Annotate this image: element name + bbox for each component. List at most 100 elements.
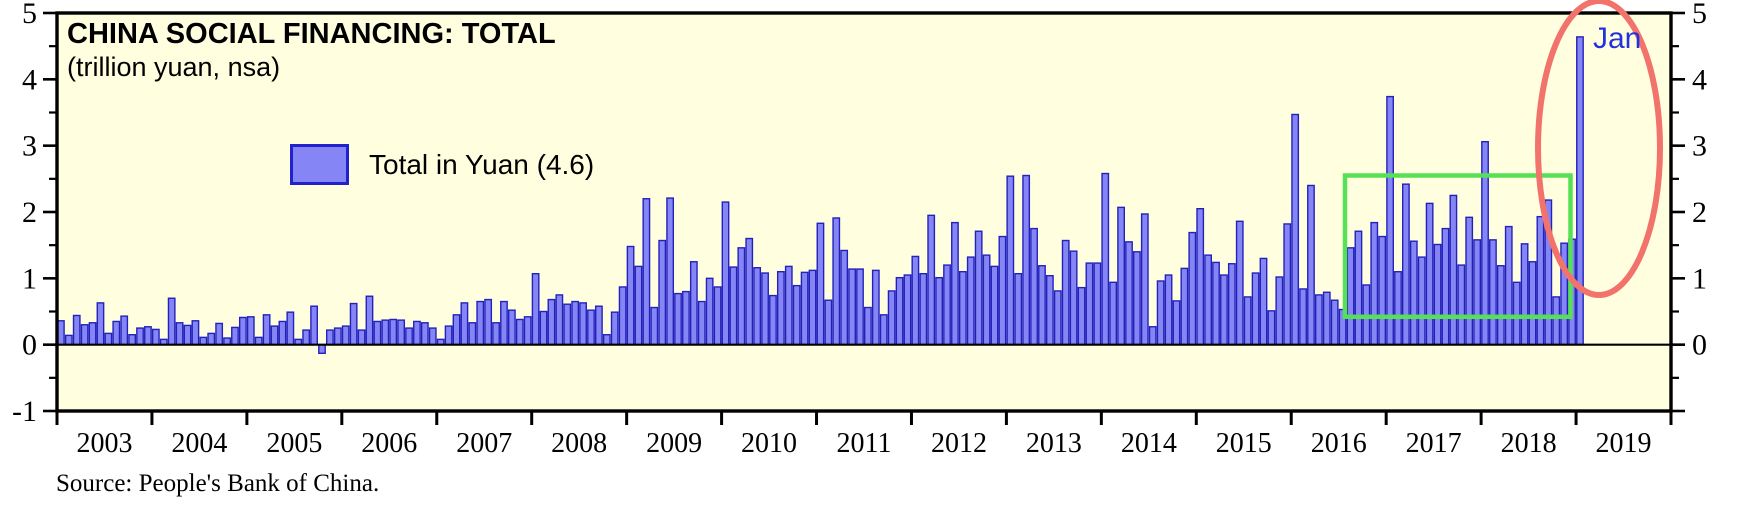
bar [610, 311, 619, 346]
bar [1552, 296, 1561, 346]
bar [1030, 227, 1038, 346]
bar [761, 272, 769, 346]
bar [1061, 239, 1070, 346]
bar [1156, 280, 1165, 346]
bar [745, 237, 754, 346]
bar [808, 269, 817, 346]
bar [832, 217, 841, 346]
bar [1069, 250, 1078, 346]
chart-subtitle: (trillion yuan, nsa) [67, 52, 281, 82]
bar [120, 315, 129, 346]
bar [1180, 267, 1189, 346]
bar [484, 298, 493, 346]
x-year-label: 2015 [1216, 428, 1272, 459]
bar [515, 318, 524, 346]
source-note: Source: People's Bank of China. [56, 470, 380, 497]
bar [1441, 227, 1450, 346]
bar [88, 322, 97, 346]
bar [144, 326, 152, 346]
legend-label: Total in Yuan (4.6) [369, 148, 595, 180]
bar [1093, 262, 1102, 346]
bar [674, 292, 682, 346]
bar [1117, 206, 1125, 346]
bar [397, 319, 406, 346]
legend-swatch [290, 144, 349, 185]
bar [1465, 216, 1474, 346]
bar [966, 256, 975, 346]
bar [927, 214, 936, 346]
bar [1132, 251, 1141, 346]
bar [776, 271, 785, 346]
bar [1172, 300, 1181, 346]
bar [1481, 140, 1489, 346]
legend: Total in Yuan (4.6) [290, 144, 594, 185]
x-year-label: 2004 [171, 428, 227, 459]
x-year-label: 2009 [646, 428, 702, 459]
x-year-label: 2012 [931, 428, 987, 459]
bar [1053, 290, 1062, 346]
bar [405, 327, 413, 346]
bar [80, 324, 89, 346]
bar [365, 295, 374, 346]
bar [476, 300, 485, 346]
bar [595, 305, 603, 346]
chart-title: CHINA SOCIAL FINANCING: TOTAL [67, 18, 556, 50]
bar [705, 277, 714, 346]
bar [500, 300, 508, 346]
bar [919, 272, 928, 346]
bar [1085, 262, 1094, 346]
bar [1291, 113, 1300, 346]
y-axis-label-left: 1 [22, 262, 37, 295]
bar [1504, 225, 1513, 346]
bar [618, 286, 627, 346]
bar [523, 316, 532, 346]
bar [951, 221, 959, 346]
bar [666, 197, 675, 346]
bar [1409, 240, 1418, 346]
x-year-label: 2017 [1406, 428, 1462, 459]
bar [1322, 291, 1331, 346]
bar [753, 267, 762, 346]
bar [1212, 261, 1220, 346]
bar [1283, 223, 1292, 346]
y-axis-label-right: 0 [1692, 329, 1707, 362]
bar [634, 265, 643, 346]
x-year-label: 2010 [741, 428, 797, 459]
bar [1006, 175, 1015, 346]
bar [1045, 274, 1054, 346]
bar [1457, 264, 1466, 346]
bar [389, 318, 398, 346]
bar [428, 327, 437, 346]
x-year-label: 2005 [266, 428, 322, 459]
bar [587, 309, 595, 346]
bar [816, 222, 825, 346]
bar [1022, 174, 1031, 346]
bar [1251, 272, 1260, 346]
bar [531, 272, 540, 346]
bar [167, 297, 176, 346]
bar [1235, 220, 1244, 346]
bar [642, 198, 651, 346]
x-year-label: 2003 [76, 428, 132, 459]
bar [1489, 239, 1497, 346]
bar [1536, 215, 1545, 346]
bar [1370, 221, 1379, 346]
bar [982, 254, 991, 346]
bar [1520, 243, 1529, 346]
bar [990, 265, 999, 346]
x-year-label: 2014 [1121, 428, 1177, 459]
y-axis-label-left: 0 [22, 329, 37, 362]
bar [318, 343, 326, 354]
bar [856, 268, 864, 346]
bar [302, 329, 311, 346]
bar [1528, 261, 1537, 346]
x-year-label: 2018 [1501, 428, 1557, 459]
bar [310, 305, 318, 346]
bar [1196, 207, 1205, 346]
bar [887, 290, 896, 346]
bar [1401, 183, 1410, 346]
bar [112, 320, 121, 346]
bar [468, 322, 477, 346]
bar [563, 303, 572, 346]
bar [1188, 231, 1197, 346]
